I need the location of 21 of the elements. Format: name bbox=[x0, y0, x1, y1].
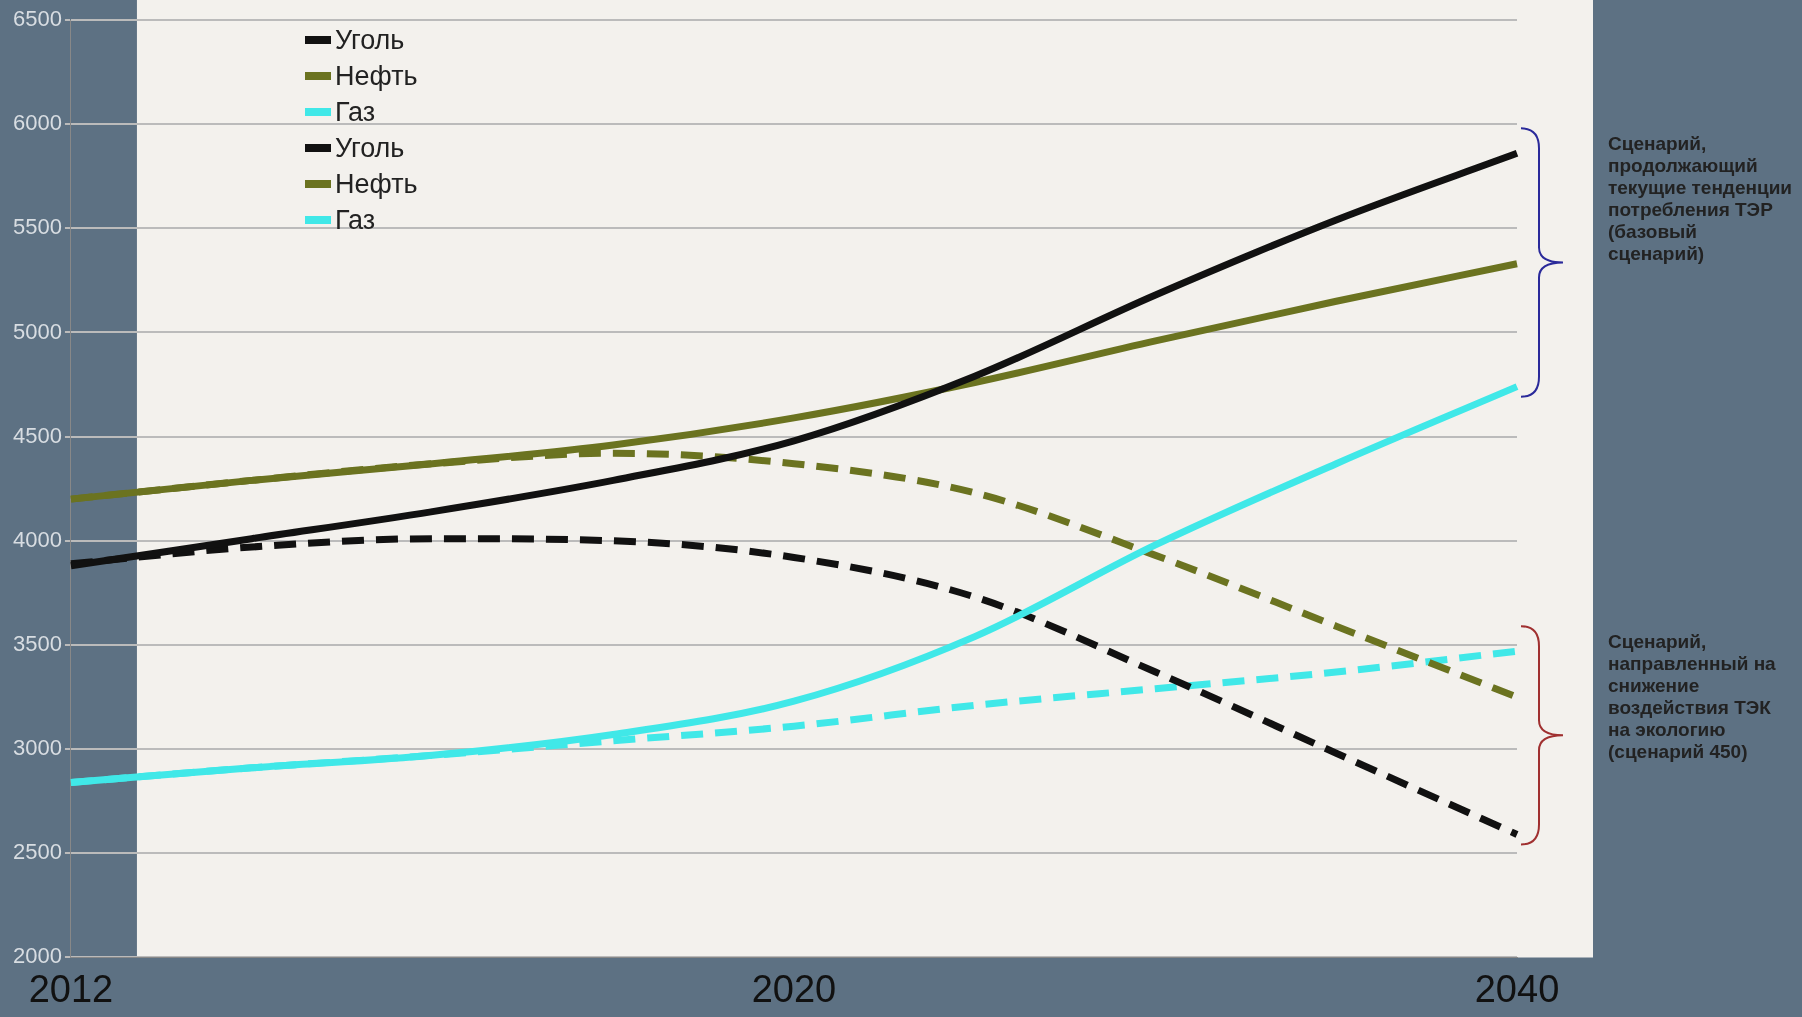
y-tick-label: 3000 bbox=[12, 735, 62, 761]
legend-label: Уголь bbox=[335, 24, 405, 57]
legend-label: Нефть bbox=[335, 60, 418, 93]
x-tick-label: 2020 bbox=[751, 967, 837, 1010]
x-tick-label: 2012 bbox=[28, 967, 114, 1010]
text: Сценарий, продолжающий текущие тенденции потребления ТЭР (базовый сценарий) bbox=[1608, 133, 1793, 266]
legend-label: Уголь bbox=[335, 132, 405, 165]
legend-label: Газ bbox=[335, 96, 376, 129]
y-tick-label: 5500 bbox=[12, 214, 62, 240]
x-tick-label: 2040 bbox=[1474, 967, 1560, 1010]
y-tick-label: 4500 bbox=[12, 422, 62, 448]
y-tick-label: 6500 bbox=[12, 6, 62, 32]
legend-label: Газ bbox=[335, 204, 376, 237]
y-tick-label: 5000 bbox=[12, 318, 62, 344]
y-tick-label: 2000 bbox=[12, 943, 62, 969]
y-tick-label: 2500 bbox=[12, 839, 62, 865]
legend-label: Нефть bbox=[335, 168, 418, 201]
y-tick-label: 3500 bbox=[12, 631, 62, 656]
text: Сценарий, направленный на снижение воздействия ТЭК на экологию (сценарий 450) bbox=[1608, 631, 1777, 764]
y-tick-label: 6000 bbox=[12, 110, 62, 136]
y-tick-label: 4000 bbox=[12, 526, 62, 552]
